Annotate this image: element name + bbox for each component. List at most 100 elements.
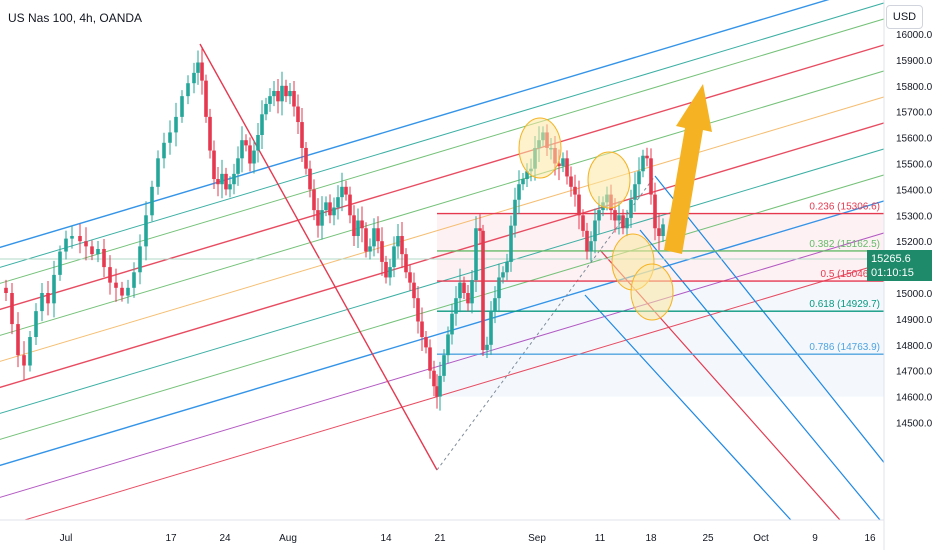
- highlight-circle-3: [630, 263, 674, 321]
- candle: [376, 228, 380, 242]
- y-tick-label: 15700.0: [896, 108, 932, 119]
- candle: [108, 267, 112, 283]
- candle: [501, 272, 505, 278]
- candle: [525, 171, 529, 180]
- y-tick-label: 15500.0: [896, 160, 932, 171]
- candle: [344, 186, 348, 195]
- candle: [392, 246, 396, 268]
- pitchfork-line-4: [0, 96, 884, 362]
- candle: [573, 186, 577, 195]
- fib-label-0.382: 0.382 (15162.5): [809, 239, 880, 250]
- x-tick-label: 24: [219, 533, 231, 544]
- pitchfork-line-0: [0, 122, 884, 389]
- y-tick-label: 16000.0: [896, 30, 932, 41]
- candle: [64, 238, 68, 252]
- candle: [132, 272, 136, 288]
- candle: [629, 199, 633, 218]
- candle: [96, 248, 100, 255]
- candle: [204, 80, 208, 117]
- candle: [144, 215, 148, 247]
- candle: [661, 224, 665, 237]
- candle: [412, 282, 416, 299]
- candle: [446, 334, 450, 356]
- y-tick-label: 14600.0: [896, 393, 932, 404]
- candle: [493, 298, 497, 312]
- candle: [585, 230, 589, 252]
- fib-label-0.786: 0.786 (14763.9): [809, 342, 880, 353]
- candle: [260, 114, 264, 136]
- candle: [332, 207, 336, 216]
- candle: [324, 202, 328, 211]
- candle: [360, 220, 364, 229]
- candle: [90, 246, 94, 255]
- candle: [312, 189, 316, 211]
- candle: [84, 241, 88, 247]
- candle: [58, 251, 62, 275]
- candle: [657, 228, 661, 237]
- y-tick-label: 15000.0: [896, 289, 932, 300]
- candle: [248, 145, 252, 164]
- candle: [517, 184, 521, 200]
- candle: [240, 140, 244, 159]
- candle: [384, 261, 388, 278]
- highlight-circle-1: [587, 151, 631, 209]
- candle: [244, 140, 248, 146]
- candle: [316, 210, 320, 226]
- candle: [264, 103, 268, 115]
- candle: [589, 241, 593, 252]
- candle: [481, 230, 485, 350]
- candle: [593, 220, 597, 242]
- candle: [102, 248, 106, 268]
- current-price-tag: 15265.6 01:10:15: [867, 250, 932, 281]
- current-price: 15265.6: [871, 253, 911, 265]
- candle: [565, 158, 569, 177]
- x-tick-label: 11: [595, 533, 606, 544]
- candle: [22, 355, 26, 366]
- candle: [356, 220, 360, 237]
- candle: [16, 324, 20, 356]
- x-tick-label: 21: [434, 533, 446, 544]
- candle: [252, 150, 256, 164]
- candle: [308, 168, 312, 190]
- candle: [212, 150, 216, 180]
- candle: [340, 186, 344, 198]
- candle: [40, 293, 44, 312]
- candle: [232, 173, 236, 185]
- candle: [220, 173, 224, 185]
- candle: [186, 83, 190, 97]
- candle: [581, 215, 585, 231]
- candle: [292, 90, 296, 107]
- y-tick-label: 14700.0: [896, 367, 932, 378]
- fib-label-0.618: 0.618 (14929.7): [809, 299, 880, 310]
- candle: [569, 176, 573, 187]
- candle: [509, 225, 513, 262]
- candle: [114, 282, 118, 288]
- x-tick-label: 18: [645, 533, 657, 544]
- pitchfork-line-7: [0, 2, 884, 268]
- candle: [78, 236, 82, 242]
- y-tick-label: 14900.0: [896, 315, 932, 326]
- candle: [364, 228, 368, 252]
- dashed-trend-line: [436, 175, 656, 471]
- annotation-arrow: [664, 84, 712, 254]
- candle: [432, 370, 436, 387]
- currency-button[interactable]: USD: [886, 5, 923, 29]
- candle: [52, 274, 56, 304]
- candle: [597, 210, 601, 221]
- fib-label-0.236: 0.236 (15306.6): [809, 202, 880, 213]
- y-tick-label: 15400.0: [896, 185, 932, 196]
- candle: [368, 246, 372, 252]
- pitchfork-line-6: [0, 18, 884, 284]
- y-tick-label: 15900.0: [896, 56, 932, 67]
- candle: [276, 90, 280, 102]
- candle: [420, 321, 424, 338]
- candle: [120, 287, 124, 296]
- candle: [577, 194, 581, 216]
- candle: [150, 186, 154, 216]
- candle: [497, 277, 501, 299]
- candle: [34, 311, 38, 338]
- candle: [256, 135, 260, 151]
- candle: [192, 72, 196, 84]
- candle: [372, 228, 376, 247]
